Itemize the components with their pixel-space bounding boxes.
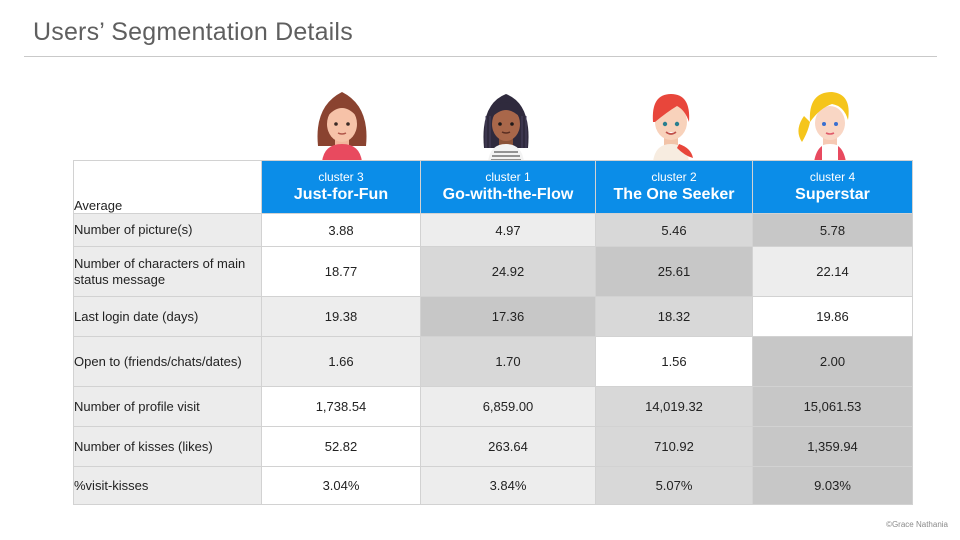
woman-braids-avatar-icon [483, 94, 529, 162]
table-cell: 4.97 [420, 213, 596, 247]
table-row: Number of characters of main status mess… [73, 246, 913, 297]
cluster-number: cluster 1 [485, 169, 531, 184]
woman-red-hair-avatar-icon [652, 94, 693, 162]
cluster-header-just-for-fun: cluster 3 Just-for-Fun [261, 160, 421, 214]
table-cell: 1.56 [595, 336, 753, 387]
row-label: Number of profile visit [73, 386, 262, 427]
table-cell: 52.82 [261, 426, 421, 467]
table-cell: 2.00 [752, 336, 913, 387]
table-cell: 1,359.94 [752, 426, 913, 467]
cluster-header-superstar: cluster 4 Superstar [752, 160, 913, 214]
table-row: Open to (friends/chats/dates) 1.66 1.70 … [73, 336, 913, 387]
table-cell: 24.92 [420, 246, 596, 297]
cluster-name: Superstar [795, 185, 870, 203]
table-row: Last login date (days) 19.38 17.36 18.32… [73, 296, 913, 337]
woman-brown-long-hair-avatar-icon [317, 92, 367, 162]
table-cell: 5.07% [595, 466, 753, 505]
cluster-name: Just-for-Fun [293, 185, 389, 203]
table-cell: 19.86 [752, 296, 913, 337]
table-cell: 17.36 [420, 296, 596, 337]
table-cell: 18.77 [261, 246, 421, 297]
copyright-credit: ©Grace Nathania [886, 520, 948, 529]
table-header-row: Average cluster 3 Just-for-Fun cluster 1… [73, 160, 913, 214]
table-cell: 22.14 [752, 246, 913, 297]
table-cell: 1.66 [261, 336, 421, 387]
cluster-name: Go-with-the-Flow [442, 185, 574, 203]
table-cell: 14,019.32 [595, 386, 753, 427]
cluster-header-the-one-seeker: cluster 2 The One Seeker [595, 160, 753, 214]
table-cell: 1,738.54 [261, 386, 421, 427]
row-label: Number of picture(s) [73, 213, 262, 247]
table-cell: 25.61 [595, 246, 753, 297]
table-cell: 710.92 [595, 426, 753, 467]
table-cell: 1.70 [420, 336, 596, 387]
table-row: Number of kisses (likes) 52.82 263.64 71… [73, 426, 913, 467]
table-cell: 5.78 [752, 213, 913, 247]
table-cell: 5.46 [595, 213, 753, 247]
segmentation-table: Average cluster 3 Just-for-Fun cluster 1… [73, 160, 913, 505]
table-row: Number of profile visit 1,738.54 6,859.0… [73, 386, 913, 427]
table-cell: 263.64 [420, 426, 596, 467]
average-label: Average [73, 160, 262, 214]
row-label: Open to (friends/chats/dates) [73, 336, 262, 387]
table-row: %visit-kisses 3.04% 3.84% 5.07% 9.03% [73, 466, 913, 505]
row-label: %visit-kisses [73, 466, 262, 505]
table-cell: 3.88 [261, 213, 421, 247]
row-label: Number of characters of main status mess… [73, 246, 262, 297]
table-cell: 15,061.53 [752, 386, 913, 427]
cluster-header-go-with-the-flow: cluster 1 Go-with-the-Flow [420, 160, 596, 214]
table-cell: 9.03% [752, 466, 913, 505]
cluster-number: cluster 4 [809, 169, 856, 184]
table-cell: 3.84% [420, 466, 596, 505]
table-row: Number of picture(s) 3.88 4.97 5.46 5.78 [73, 213, 913, 247]
table-cell: 18.32 [595, 296, 753, 337]
woman-blonde-ponytail-avatar-icon [798, 92, 849, 162]
title-divider [24, 56, 937, 57]
table-cell: 6,859.00 [420, 386, 596, 427]
row-label: Number of kisses (likes) [73, 426, 262, 467]
cluster-name: The One Seeker [613, 185, 735, 203]
cluster-number: cluster 2 [651, 169, 697, 184]
row-label: Last login date (days) [73, 296, 262, 337]
cluster-number: cluster 3 [318, 169, 364, 184]
page-title: Users’ Segmentation Details [33, 18, 353, 46]
table-cell: 19.38 [261, 296, 421, 337]
table-cell: 3.04% [261, 466, 421, 505]
